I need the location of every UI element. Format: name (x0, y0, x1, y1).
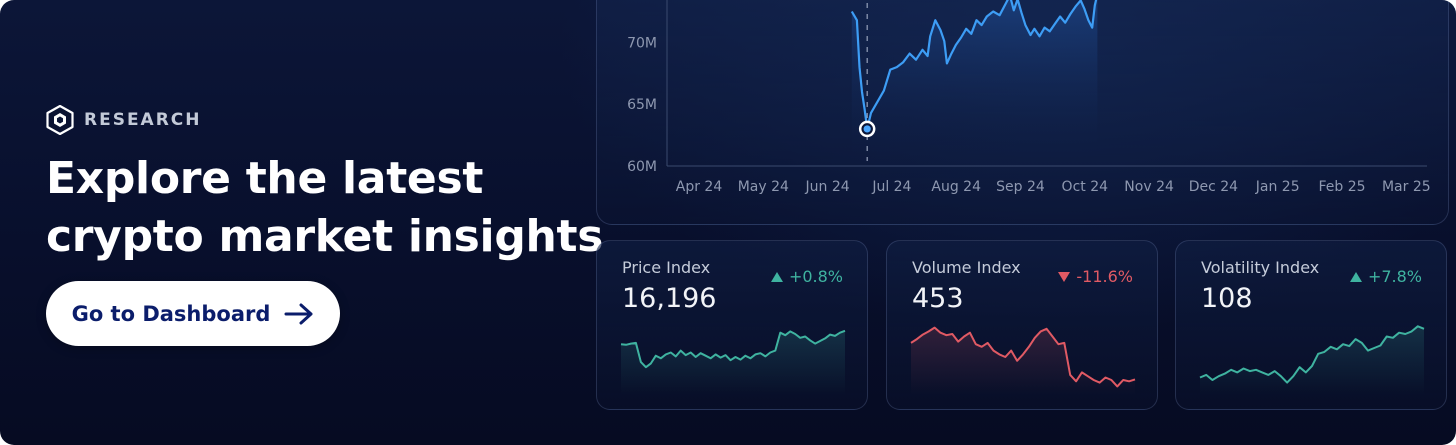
price-index-card[interactable]: Price Index 16,196 +0.8% (596, 240, 868, 410)
sparkline-area (1200, 326, 1424, 395)
triangle-up-icon (770, 271, 783, 282)
market-chart-card: 60M 65M 70M Apr 24 May 24 Jun 24 Jul 24 Aug 24 S… (596, 0, 1449, 225)
x-tick-label: Jul 24 (871, 179, 911, 195)
price-index-change-value: +0.8% (788, 267, 843, 286)
price-index-label: Price Index (622, 258, 711, 277)
volume-index-label: Volume Index (912, 258, 1021, 277)
volume-index-card[interactable]: Volume Index 453 -11.6% (886, 240, 1158, 410)
volume-index-sparkline (910, 326, 1136, 395)
x-tick-label: Jan 25 (1255, 179, 1300, 195)
x-tick-label: Feb 25 (1318, 179, 1365, 195)
series-area (851, 0, 1098, 166)
volatility-index-card[interactable]: Volatility Index 108 +7.8% (1175, 240, 1447, 410)
hover-marker-inner (863, 125, 871, 133)
y-tick-label: 65M (627, 97, 657, 113)
x-tick-label: Mar 25 (1382, 179, 1431, 195)
volatility-index-change: +7.8% (1349, 267, 1422, 286)
market-line-chart: 60M 65M 70M Apr 24 May 24 Jun 24 Jul 24 Aug 24 S… (627, 0, 1431, 195)
x-tick-label: Dec 24 (1189, 179, 1238, 195)
headline-line-2: crypto market insights (46, 211, 604, 262)
headline-line-1: Explore the latest (46, 153, 484, 204)
volume-index-value: 453 (912, 283, 964, 314)
volume-index-change: -11.6% (1058, 267, 1133, 286)
y-tick-label: 60M (627, 159, 657, 175)
arrow-right-icon (284, 303, 313, 324)
volume-index-change-value: -11.6% (1076, 267, 1133, 286)
triangle-down-icon (1058, 271, 1071, 282)
y-tick-label: 70M (627, 35, 657, 51)
sparkline-line (910, 326, 1136, 388)
go-to-dashboard-button[interactable]: Go to Dashboard (46, 281, 340, 346)
volatility-index-label: Volatility Index (1201, 258, 1320, 277)
sparkline-area (911, 327, 1135, 395)
sparkline-area (621, 330, 845, 395)
research-eyebrow: RESEARCH (46, 104, 606, 136)
x-tick-label: Nov 24 (1124, 179, 1174, 195)
volatility-index-sparkline (1199, 325, 1425, 395)
x-tick-label: Aug 24 (931, 179, 981, 195)
price-index-sparkline (620, 329, 846, 395)
sparkline-line (620, 329, 846, 369)
series-line (850, 0, 1098, 130)
cta-label: Go to Dashboard (71, 301, 271, 326)
volatility-index-value: 108 (1201, 283, 1253, 314)
x-tick-label: May 24 (738, 179, 789, 195)
x-tick-label: Sep 24 (996, 179, 1045, 195)
hero: RESEARCH Explore the latest crypto marke… (46, 104, 606, 266)
crypto-com-logo-icon (46, 105, 74, 135)
eyebrow-label: RESEARCH (84, 110, 202, 130)
x-tick-label: Jun 24 (805, 179, 850, 195)
x-tick-label: Apr 24 (676, 179, 723, 195)
x-tick-label: Oct 24 (1062, 179, 1109, 195)
price-index-value: 16,196 (622, 283, 717, 314)
price-index-change: +0.8% (770, 267, 843, 286)
headline: Explore the latest crypto market insight… (46, 150, 606, 266)
triangle-up-icon (1349, 271, 1362, 282)
sparkline-line (1199, 325, 1425, 384)
volatility-index-change-value: +7.8% (1367, 267, 1422, 286)
